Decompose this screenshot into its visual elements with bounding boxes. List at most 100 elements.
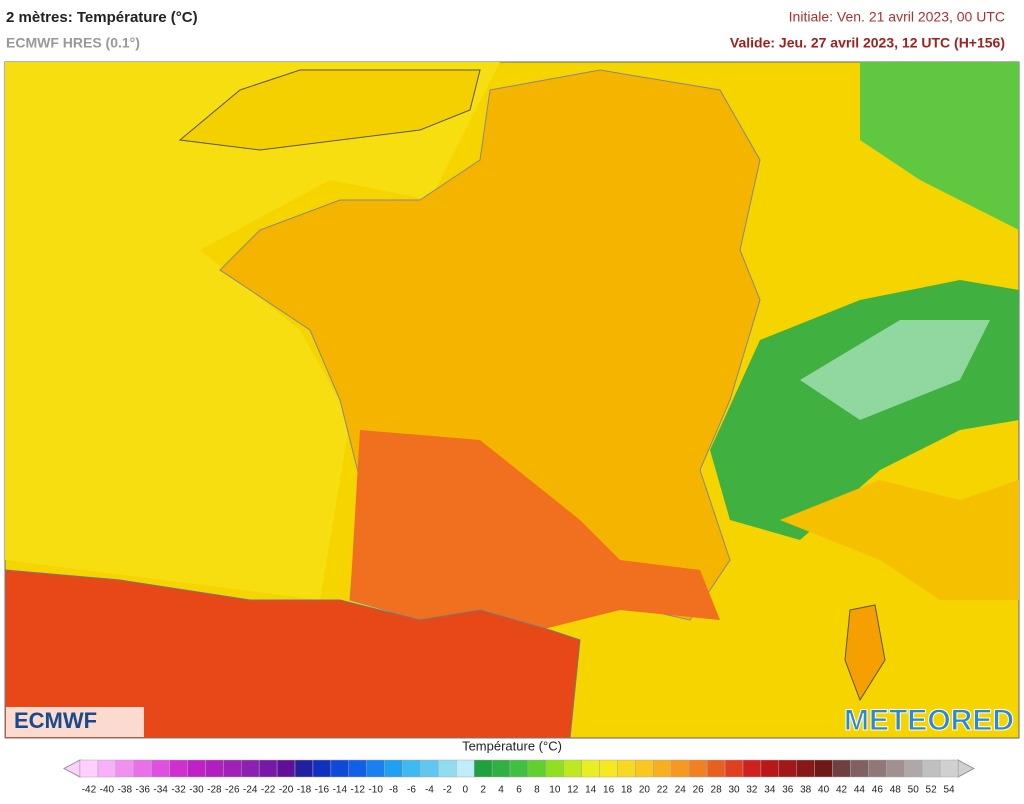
colorbar-tick-label: 12 [567,785,579,796]
colorbar-tick-label: -32 [171,785,186,796]
colorbar-tick-label: 34 [764,785,776,796]
colorbar-tick-label: 0 [462,785,468,796]
colorbar-tick-label: 42 [836,785,848,796]
colorbar-swatch [420,759,439,778]
colorbar-tick-label: 24 [675,785,687,796]
colorbar-tick-label: -34 [153,785,168,796]
colorbar-swatch [778,759,797,778]
colorbar-swatch [903,759,923,778]
colorbar-swatch [921,759,941,778]
colorbar-swatch [97,759,117,778]
colorbar-swatch [79,759,99,778]
colorbar-swatch [473,759,493,778]
colorbar-swatch [115,759,135,778]
colorbar-swatch [133,759,152,778]
colorbar-tick-label: -18 [297,785,312,796]
corsica [844,604,886,702]
england [178,69,481,151]
colorbar-swatch [760,759,780,778]
colorbar-swatch [402,759,421,778]
colorbar-swatch [366,759,385,778]
map: ECMWF METEORED [4,61,1020,739]
colorbar-swatch [294,759,314,778]
colorbar-swatch [706,759,726,778]
colorbar-tick-label: -24 [243,785,258,796]
colorbar-tick-label: 4 [498,785,504,796]
colorbar-swatch [545,759,565,778]
initial-time: Initiale: Ven. 21 avril 2023, 00 UTC [789,9,1005,25]
germany-cool [860,62,1019,230]
colorbar-tick-label: -4 [425,785,434,796]
colorbar-swatch [205,759,224,778]
colorbar-tick-label: 52 [926,785,938,796]
colorbar-swatch [169,759,188,778]
colorbar-tick-label: 28 [711,785,723,796]
colorbar-tick-label: -2 [443,785,452,796]
colorbar-tick-label: 32 [746,785,758,796]
colorbar-swatch [509,759,529,778]
colorbar-tick-label: 36 [782,785,794,796]
logo-left-bg [6,707,144,737]
colorbar-swatch [886,759,905,778]
southwest-warm [350,430,720,630]
colorbar-tick-label: 38 [800,785,812,796]
valid-time: Valide: Jeu. 27 avril 2023, 12 UTC (H+15… [730,35,1005,51]
colorbar-tick-label: 54 [943,785,955,796]
colorbar-swatch [599,759,618,778]
colorbar-tick-label: 8 [534,785,540,796]
colorbar: -42 -40 -38 -36 -34 -32 -30 -28 -26 -24 -22 -20 -18-… [62,759,976,796]
spain [4,569,581,739]
colorbar-tick-label: 46 [872,785,884,796]
colorbar-swatch [832,759,851,778]
colorbar-swatch [653,759,672,778]
model-name: ECMWF HRES (0.1°) [6,35,140,51]
colorbar-swatch [688,759,708,778]
colorbar-tick-label: 2 [480,785,486,796]
colorbar-swatch [276,759,296,778]
colorbar-tick-label: -10 [368,785,383,796]
colorbar-tick-label: 16 [603,785,615,796]
colorbar-tick-label: 10 [549,785,561,796]
colorbar-title: Température (°C) [462,738,562,753]
colorbar-tick-label: -14 [333,785,348,796]
colorbar-tick-label: 6 [516,785,522,796]
colorbar-tick-label: -30 [189,785,204,796]
colorbar-swatch [187,759,206,778]
colorbar-tick-label: -16 [315,785,330,796]
colorbar-swatch [241,759,260,778]
colorbar-tick-label: -8 [389,785,398,796]
colorbar-swatch [850,759,869,778]
colorbar-tick-label: -6 [407,785,416,796]
colorbar-swatch [456,759,475,778]
colorbar-swatch [527,759,547,778]
colorbar-swatch [635,759,654,778]
colorbar-tick-label: -36 [135,785,150,796]
colorbar-tick-label: 14 [585,785,597,796]
colorbar-tick-label: 30 [728,785,740,796]
colorbar-swatch [724,759,744,778]
colorbar-swatch [438,759,457,778]
colorbar-swatch [796,759,815,778]
colorbar-swatch [868,759,887,778]
colorbar-swatch [348,759,367,778]
colorbar-swatch [223,759,242,778]
colorbar-tick-label: 50 [908,785,920,796]
colorbar-tick-label: -26 [225,785,240,796]
colorbar-swatch [384,759,403,778]
colorbar-tick-label: 40 [818,785,830,796]
map-title: 2 mètres: Température (°C) [6,9,198,26]
italy [780,480,1019,600]
colorbar-swatch [258,759,278,778]
colorbar-swatch [814,759,833,778]
alps-peaks [800,320,990,420]
colorbar-swatch [563,759,582,778]
colorbar-swatch [491,759,511,778]
logo-meteored: METEORED [844,704,1014,737]
colorbar-tick-label: 20 [639,785,651,796]
colorbar-swatch [939,759,959,778]
colorbar-tick-label: -20 [279,785,294,796]
colorbar-tick-label: 22 [657,785,669,796]
colorbar-swatch [581,759,600,778]
colorbar-tick-label: -42 [82,785,97,796]
colorbar-swatch [312,759,332,778]
